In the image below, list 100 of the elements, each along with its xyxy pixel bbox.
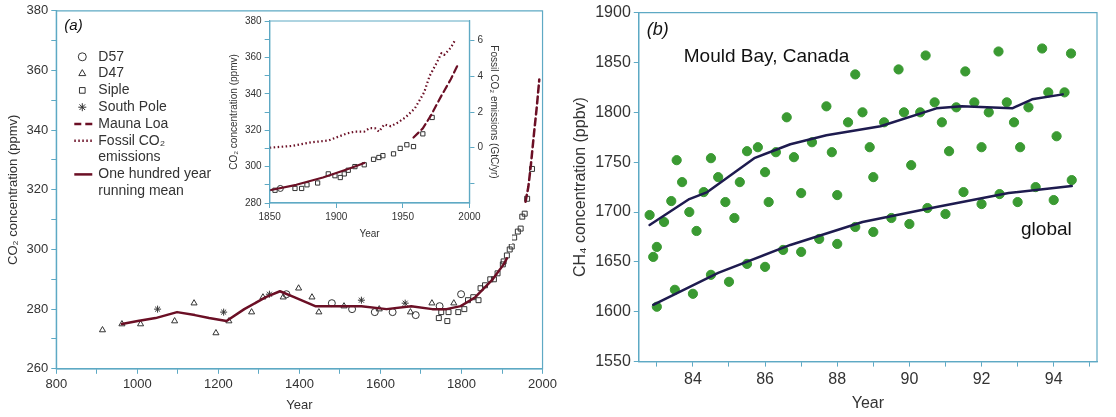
point bbox=[445, 309, 452, 316]
point bbox=[821, 101, 832, 112]
point bbox=[406, 308, 414, 315]
y-tick-label: 280 bbox=[26, 300, 49, 316]
point bbox=[1048, 194, 1059, 206]
y-tick-label: 1850 bbox=[595, 52, 631, 70]
point bbox=[983, 107, 994, 118]
x-tick-label: 1600 bbox=[366, 376, 395, 392]
point bbox=[676, 177, 688, 188]
point bbox=[826, 147, 837, 158]
point bbox=[404, 142, 410, 148]
point bbox=[279, 293, 287, 300]
legend-label: D47 bbox=[98, 64, 125, 81]
point bbox=[960, 66, 971, 77]
y-tick-label: 380 bbox=[245, 14, 263, 26]
point bbox=[1012, 196, 1023, 208]
point bbox=[345, 167, 351, 173]
point bbox=[219, 308, 228, 317]
point bbox=[519, 213, 526, 220]
point bbox=[282, 290, 291, 299]
point bbox=[503, 252, 510, 259]
y-tick-label: 380 bbox=[26, 2, 49, 18]
point bbox=[781, 112, 792, 123]
point bbox=[929, 97, 940, 108]
point bbox=[370, 156, 377, 162]
y-tick-label: 320 bbox=[26, 181, 49, 197]
point bbox=[315, 308, 323, 315]
point bbox=[397, 145, 403, 152]
legend-label: South Pole bbox=[98, 98, 167, 115]
point bbox=[380, 153, 386, 159]
point bbox=[428, 299, 436, 306]
point bbox=[857, 107, 868, 118]
y-tick-label: 1700 bbox=[595, 202, 631, 220]
point bbox=[212, 329, 220, 336]
point bbox=[943, 146, 955, 157]
x-tick-label: 2000 bbox=[458, 210, 481, 222]
point bbox=[370, 308, 379, 317]
point bbox=[763, 196, 774, 208]
y-tick-label: 280 bbox=[245, 196, 263, 208]
point bbox=[644, 209, 655, 221]
point bbox=[796, 187, 807, 199]
point bbox=[137, 320, 145, 327]
y-tick-label: 1750 bbox=[595, 152, 631, 170]
point bbox=[411, 311, 420, 320]
point bbox=[444, 318, 451, 325]
y-tick-label: 1900 bbox=[595, 3, 631, 21]
point bbox=[868, 226, 879, 238]
x-axis-title: Year bbox=[851, 393, 885, 411]
point bbox=[225, 317, 233, 324]
point bbox=[315, 180, 321, 186]
x-tick-label: 1800 bbox=[447, 376, 476, 392]
point bbox=[976, 142, 987, 153]
y2-tick-label: 6 bbox=[477, 34, 484, 46]
point bbox=[340, 302, 348, 309]
point bbox=[490, 276, 497, 283]
point bbox=[741, 146, 753, 157]
point bbox=[118, 320, 126, 327]
point bbox=[868, 172, 879, 183]
y-axis-title: CO₂ concentration (ppmv) bbox=[227, 54, 239, 170]
y2-tick-label: 0 bbox=[477, 141, 484, 153]
point bbox=[1066, 175, 1077, 186]
point bbox=[438, 309, 445, 316]
point bbox=[788, 152, 800, 163]
point bbox=[435, 302, 444, 311]
y2-axis-title: Fossil CO₂ emissions (GtC/yr) bbox=[489, 45, 501, 179]
point bbox=[1037, 43, 1048, 54]
x-tick-label: 1950 bbox=[391, 210, 415, 222]
point bbox=[508, 243, 515, 250]
point bbox=[304, 182, 310, 188]
point bbox=[299, 185, 305, 192]
point bbox=[898, 107, 910, 118]
point bbox=[295, 284, 303, 291]
point bbox=[850, 69, 861, 80]
point bbox=[1065, 48, 1077, 59]
point bbox=[494, 270, 501, 277]
point bbox=[259, 293, 267, 300]
point bbox=[153, 305, 162, 314]
point bbox=[524, 195, 531, 202]
point bbox=[511, 234, 518, 241]
point bbox=[832, 238, 843, 250]
point bbox=[920, 50, 931, 61]
point bbox=[842, 117, 854, 128]
legend-label: Mauna Loa bbox=[98, 114, 169, 131]
point bbox=[720, 196, 731, 208]
y-axis-title: CH₄ concentration (ppbv) bbox=[571, 97, 589, 278]
point bbox=[337, 174, 343, 181]
y-tick-label: 300 bbox=[26, 241, 49, 257]
point bbox=[1023, 102, 1034, 113]
point bbox=[723, 276, 735, 287]
x-tick-label: 86 bbox=[756, 369, 775, 387]
y-tick-label: 1800 bbox=[595, 102, 631, 120]
x-axis-title: Year bbox=[359, 227, 381, 239]
y-tick-label: 300 bbox=[245, 160, 263, 172]
y-axis-title: CO₂ concentration (ppmv) bbox=[5, 114, 21, 265]
series-label: global bbox=[1021, 218, 1072, 240]
point bbox=[1043, 87, 1054, 98]
annotation: (a) bbox=[64, 16, 83, 34]
x-tick-label: 84 bbox=[684, 369, 702, 387]
point bbox=[272, 187, 278, 193]
y-tick-label: 1600 bbox=[595, 302, 631, 320]
